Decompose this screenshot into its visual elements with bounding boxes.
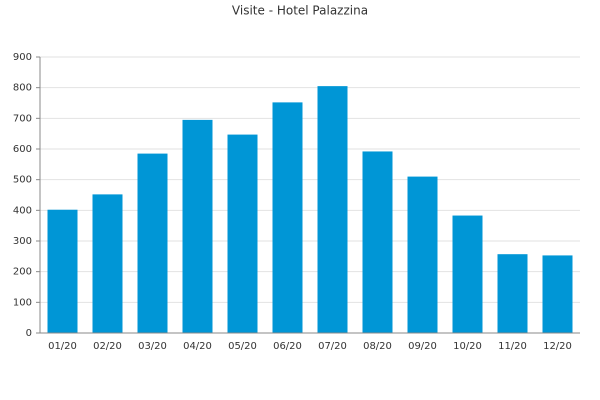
bar: [92, 194, 123, 333]
y-tick-label: 200: [13, 267, 32, 278]
x-tick-label: 05/20: [228, 341, 257, 352]
y-tick-label: 900: [13, 52, 32, 63]
x-tick-label: 04/20: [183, 341, 212, 352]
y-tick-label: 400: [13, 205, 32, 216]
x-tick-label: 11/20: [498, 341, 527, 352]
x-tick-label: 01/20: [48, 341, 77, 352]
x-tick-label: 10/20: [453, 341, 482, 352]
bar: [407, 176, 438, 333]
y-tick-label: 800: [13, 83, 32, 94]
x-tick-label: 12/20: [543, 341, 572, 352]
x-tick-label: 06/20: [273, 341, 302, 352]
y-tick-label: 100: [13, 297, 32, 308]
bar: [47, 209, 78, 333]
bar: [227, 134, 258, 333]
bar: [317, 86, 348, 333]
bar: [272, 102, 303, 334]
bar: [137, 153, 168, 333]
x-tick-label: 09/20: [408, 341, 437, 352]
bar: [362, 151, 393, 333]
bar: [452, 215, 483, 333]
y-tick-label: 0: [26, 328, 32, 339]
y-tick-label: 700: [13, 113, 32, 124]
x-tick-label: 07/20: [318, 341, 347, 352]
y-tick-label: 500: [13, 175, 32, 186]
x-tick-label: 08/20: [363, 341, 392, 352]
y-tick-label: 300: [13, 236, 32, 247]
bar: [182, 119, 213, 333]
x-tick-label: 03/20: [138, 341, 167, 352]
x-tick-label: 02/20: [93, 341, 122, 352]
y-tick-label: 600: [13, 144, 32, 155]
bar: [542, 255, 573, 333]
bar: [497, 254, 528, 333]
chart-title: Visite - Hotel Palazzina: [232, 4, 368, 18]
